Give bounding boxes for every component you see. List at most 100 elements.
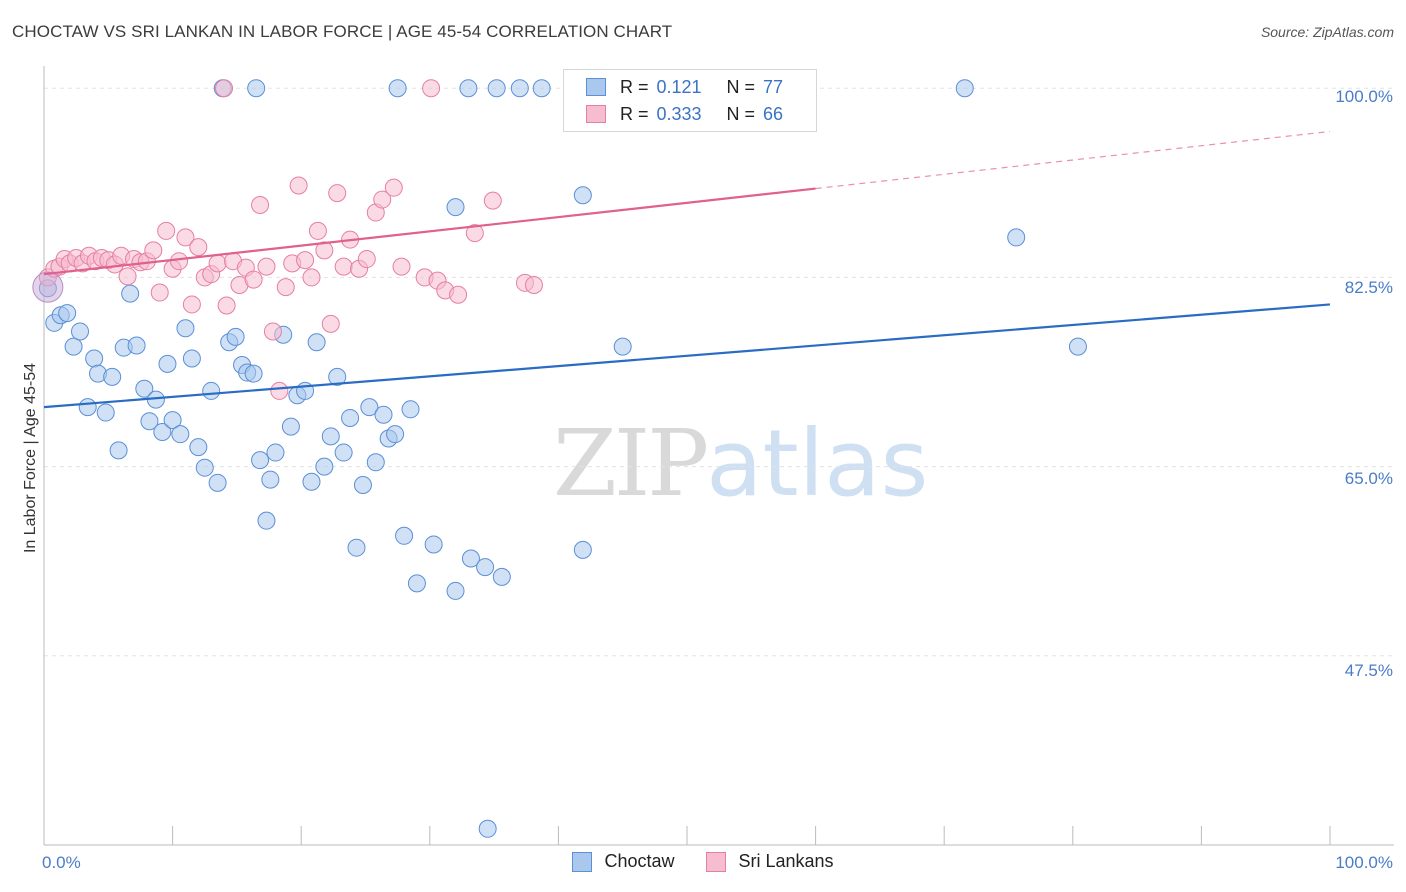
choctaw-point: [573, 540, 592, 559]
x-tick-label-max: 100.0%: [1335, 853, 1393, 872]
choctaw-point: [266, 443, 285, 462]
choctaw-point: [189, 438, 208, 457]
choctaw-point: [85, 349, 104, 368]
correlation-legend: R = 0.121 N = 77 R = 0.333 N = 66: [563, 69, 817, 132]
choctaw-point: [140, 412, 159, 431]
srilankan-point: [449, 285, 468, 304]
srilankan-point: [384, 178, 403, 197]
choctaw-point: [71, 322, 90, 341]
srilankan-point: [422, 79, 441, 98]
choctaw-point: [446, 581, 465, 600]
choctaw-point: [386, 425, 405, 444]
choctaw-point: [153, 423, 172, 442]
choctaw-point: [955, 79, 974, 98]
choctaw-point: [261, 470, 280, 489]
srilankan-point: [308, 221, 327, 240]
choctaw-point: [121, 284, 140, 303]
legend-r-value: 0.121: [656, 76, 702, 97]
choctaw-point: [613, 337, 632, 356]
choctaw-point: [407, 574, 426, 593]
choctaw-point: [395, 526, 414, 545]
srilankan-point: [321, 314, 340, 333]
srilankan-point: [150, 283, 169, 302]
choctaw-point: [281, 417, 300, 436]
srilankan-point: [118, 267, 137, 286]
overlap-cluster-point: [32, 271, 64, 303]
legend-n-label: N =: [726, 76, 756, 97]
choctaw-point: [58, 304, 77, 323]
choctaw-point: [109, 441, 128, 460]
choctaw-point: [226, 327, 245, 346]
srilankan-point: [315, 241, 334, 260]
watermark-atlas: atlas: [706, 410, 929, 517]
srilankan-point: [302, 268, 321, 287]
choctaw-point: [307, 333, 326, 352]
srilankan-point: [257, 257, 276, 276]
choctaw-point: [251, 451, 270, 470]
srilankan-point: [334, 257, 353, 276]
choctaw-point: [321, 427, 340, 446]
choctaw-point: [360, 398, 379, 417]
choctaw-point: [532, 79, 551, 98]
choctaw-point: [328, 367, 347, 386]
srilankans-swatch: [586, 105, 606, 123]
srilankan-trend-line: [43, 187, 816, 276]
legend-row-choctaw: R = 0.121 N = 77: [586, 74, 783, 100]
choctaw-point: [315, 457, 334, 476]
choctaw-point: [401, 400, 420, 419]
srilankan-point: [182, 295, 201, 314]
srilankan-point: [465, 224, 484, 243]
choctaw-point: [163, 411, 182, 430]
choctaw-point: [202, 381, 221, 400]
choctaw-point: [476, 558, 495, 577]
srilankan-point: [244, 270, 263, 289]
choctaw-point: [573, 186, 592, 205]
choctaw-point: [208, 473, 227, 492]
choctaw-point: [347, 538, 366, 557]
srilankans-swatch: [706, 851, 727, 872]
legend-n-value: 77: [763, 76, 784, 97]
choctaw-point: [478, 819, 497, 838]
choctaw-point: [353, 475, 372, 494]
choctaw-point: [424, 535, 443, 554]
legend-label-choctaw: Choctaw: [604, 851, 675, 871]
srilankan-point: [208, 254, 227, 273]
choctaw-swatch: [572, 851, 593, 872]
x-tick-label-min: 0.0%: [42, 853, 81, 872]
srilankan-point: [189, 238, 208, 257]
choctaw-point: [459, 79, 478, 98]
srilankan-point: [215, 79, 234, 98]
srilankan-point: [270, 381, 289, 400]
legend-r-label: R =: [620, 103, 649, 124]
choctaw-point: [388, 79, 407, 98]
y-tick-label: 100.0%: [1335, 87, 1393, 106]
choctaw-point: [302, 472, 321, 491]
y-tick-label: 82.5%: [1344, 278, 1393, 297]
choctaw-point: [127, 336, 146, 355]
srilankan-point: [289, 176, 308, 195]
choctaw-point: [487, 79, 506, 98]
srilankan-point: [392, 257, 411, 276]
choctaw-trend-line: [43, 303, 1331, 409]
choctaw-point: [96, 403, 115, 422]
choctaw-point: [176, 319, 195, 338]
srilankan-point: [328, 184, 347, 203]
choctaw-point: [341, 408, 360, 427]
choctaw-point: [510, 79, 529, 98]
srilankan-point: [483, 191, 502, 210]
watermark: ZIPatlas: [553, 410, 929, 517]
srilankan-trend-extension: [815, 130, 1331, 190]
legend-n-label: N =: [726, 103, 756, 124]
choctaw-point: [195, 458, 214, 477]
choctaw-point: [257, 511, 276, 530]
choctaw-point: [334, 443, 353, 462]
choctaw-point: [78, 398, 97, 417]
choctaw-point: [1068, 337, 1087, 356]
choctaw-point: [492, 567, 511, 586]
choctaw-point: [461, 549, 480, 568]
srilankan-point: [217, 296, 236, 315]
watermark-zip: ZIP: [553, 410, 709, 517]
srilankan-point: [263, 322, 282, 341]
legend-r-label: R =: [620, 76, 649, 97]
choctaw-point: [158, 354, 177, 373]
